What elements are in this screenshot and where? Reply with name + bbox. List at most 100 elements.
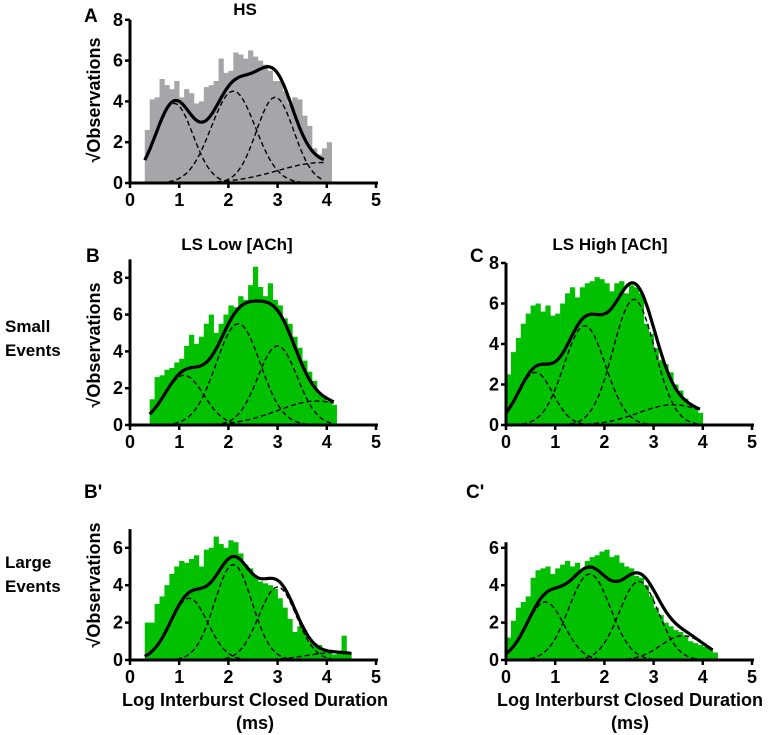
x-tick-label: 2 [599,667,609,687]
y-tick-label: 8 [113,268,123,288]
y-tick-label: 4 [113,575,123,595]
histogram-bar [149,622,155,660]
panel-letter: C' [466,482,484,503]
histogram-bar [302,630,308,660]
histogram-bar [589,557,595,660]
histogram-bar [154,603,160,660]
x-tick-label: 4 [322,190,332,210]
x-tick-label: 5 [747,667,757,687]
histogram-bar [326,401,333,425]
y-tick-label: 6 [489,294,499,314]
histogram-bar [253,266,259,425]
x-tick-label: 1 [174,432,184,452]
histogram-bar [243,564,249,660]
histogram-bar [331,404,337,425]
histogram-bar [272,588,278,660]
histogram-bar [540,568,546,660]
histogram-bar [643,323,649,425]
histogram-bar [228,305,234,425]
histogram-bar [208,85,214,183]
histogram-bar [584,560,590,660]
component-curve-3 [149,345,334,426]
histogram-bar [218,58,224,184]
histogram-bar [579,287,586,425]
histogram-bar [702,646,709,660]
y-tick-label: 6 [113,305,123,325]
histogram-bar [609,557,615,660]
x-tick-label: 3 [273,667,283,687]
x-tick-label: 0 [125,432,135,452]
histogram-bar [203,323,210,425]
histogram-bar [346,652,352,660]
histogram-bar [336,650,342,660]
histogram-bar [683,398,689,425]
histogram-bar [614,555,620,660]
y-tick-label: 0 [113,173,123,193]
histogram-bar [555,313,561,425]
histogram-bar [198,101,205,183]
histogram-bar [316,154,323,183]
x-tick-label: 0 [501,667,511,687]
histogram-bar [272,81,278,183]
histogram-bar [164,369,170,425]
histogram-bar [189,93,195,183]
histogram-bar [624,566,630,660]
y-axis-label: √Observations [84,283,104,408]
x-tick-label: 2 [599,432,609,452]
histogram-bar [184,562,190,660]
y-tick-label: 0 [113,650,123,670]
component-curve-2 [144,90,307,184]
component-curve-4 [505,635,713,661]
histogram-bar [604,283,610,425]
histogram-bar [253,575,259,660]
histogram-bar [213,333,219,425]
component-curve-4 [149,400,334,426]
y-tick-label: 4 [113,91,123,111]
panel-letter: B [86,246,100,267]
x-tick-label: 1 [550,432,560,452]
histogram-bar [169,89,175,183]
histogram-bar [331,654,337,660]
row-label-small-1: Small [5,317,50,336]
histogram-bar [697,412,704,425]
histogram-bar [233,542,239,660]
histogram-bar [633,575,640,660]
histogram-bar [545,566,551,660]
histogram-bar [321,395,328,425]
panel-letter: C [470,246,484,267]
component-curve-4 [505,404,701,426]
histogram-bar [638,577,645,660]
x-tick-label: 2 [223,667,233,687]
xlabel-right-line1: Log Interburst Closed Duration [497,690,763,710]
row-label-large-2: Events [5,577,61,596]
histogram-bar [238,553,244,660]
histogram-bar [218,544,224,660]
histogram-bar [282,318,288,425]
fit-curve [505,565,714,655]
histogram-bar [267,585,273,660]
histogram-bar [707,648,713,660]
fit-curve [144,554,352,658]
histogram-bar [515,607,522,660]
x-tick-label: 2 [223,432,233,452]
histogram-bar [540,311,546,425]
x-tick-label: 0 [125,190,135,210]
histogram-bar [179,358,185,425]
histogram-bar [683,635,689,660]
panel-letter: B' [84,482,102,503]
x-tick-label: 3 [649,667,659,687]
fit-curve [148,299,335,416]
histogram-bar [282,607,288,660]
histogram-bar [316,645,323,660]
x-tick-label: 5 [371,432,381,452]
histogram-bar [208,547,214,660]
xlabel-left-line1: Log Interburst Closed Duration [122,690,388,710]
component-curve-3 [144,96,325,184]
histogram-bar [692,643,699,660]
x-tick-label: 3 [273,432,283,452]
histogram-bar [277,81,283,183]
histogram-bar [712,652,718,660]
histogram-bar [302,115,308,183]
